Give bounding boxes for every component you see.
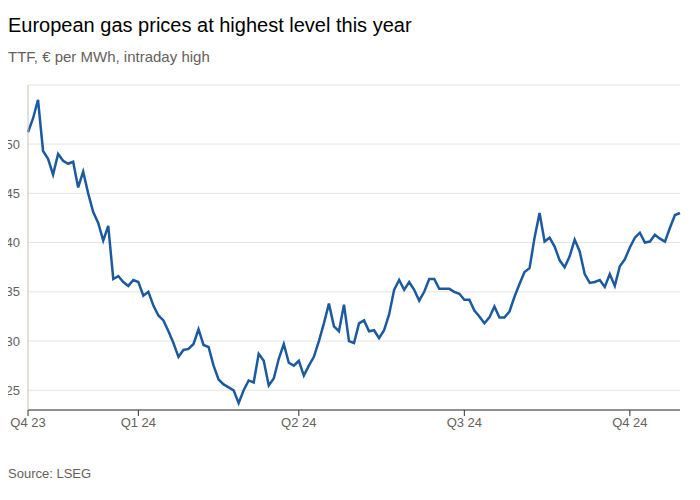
svg-text:Q2 24: Q2 24 [281,415,316,430]
svg-text:Q1 24: Q1 24 [121,415,156,430]
svg-text:50: 50 [8,137,20,152]
svg-text:40: 40 [8,235,20,250]
svg-text:45: 45 [8,186,20,201]
svg-text:35: 35 [8,284,20,299]
svg-text:Q4 24: Q4 24 [612,415,647,430]
svg-text:Q4 23: Q4 23 [10,415,45,430]
svg-text:25: 25 [8,383,20,398]
html-text:European gas prices at highest: European gas prices at highest level thi… [8,14,412,36]
html-text:TTF, € per MWh, intraday high: TTF, € per MWh, intraday high [8,48,210,65]
svg-text:Q3 24: Q3 24 [447,415,482,430]
svg-text:30: 30 [8,334,20,349]
html-text:Source: LSEG: Source: LSEG [8,466,92,481]
